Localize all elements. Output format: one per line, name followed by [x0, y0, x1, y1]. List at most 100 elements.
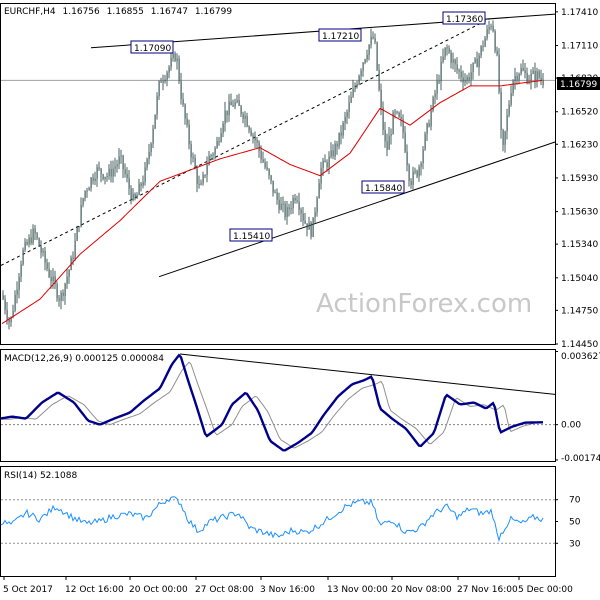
candle-body	[16, 289, 18, 295]
candle-body	[328, 156, 330, 168]
candle-body	[202, 174, 204, 184]
candle	[344, 111, 346, 131]
candle	[210, 153, 212, 161]
candle	[490, 23, 492, 31]
candle	[20, 260, 22, 282]
candle	[60, 290, 62, 310]
candle-body	[214, 148, 216, 155]
candle-body	[188, 124, 190, 145]
time-tick-label: 13 Nov 00:00	[327, 585, 388, 595]
candle	[284, 200, 286, 221]
time-tick-label: 5 Dec 00:00	[518, 585, 573, 595]
candle	[224, 101, 226, 132]
candle	[106, 172, 108, 182]
candle	[318, 178, 320, 199]
candle-body	[298, 201, 300, 210]
candle	[376, 41, 378, 71]
candle-body	[132, 193, 134, 201]
candle-body	[186, 118, 188, 125]
candle	[468, 72, 470, 84]
candle	[192, 152, 194, 163]
candle	[158, 80, 160, 100]
candle	[84, 190, 86, 202]
candle-body	[284, 203, 286, 217]
candle-body	[322, 160, 324, 169]
candle-body	[48, 268, 50, 277]
time-axis-ticks: 5 Oct 2017 12 Oct 16:00 20 Oct 00:00 27 Oct…	[3, 576, 573, 595]
candle	[422, 145, 424, 170]
candle	[236, 94, 238, 104]
candle	[48, 262, 50, 279]
candle-body	[112, 168, 114, 177]
candle	[268, 168, 270, 180]
candle	[240, 104, 242, 117]
candle-body	[82, 198, 84, 205]
candle	[58, 294, 60, 307]
candle-body	[32, 228, 34, 244]
candle-body	[540, 77, 542, 80]
candle-body	[478, 55, 480, 68]
candle	[484, 35, 486, 48]
candle-body	[412, 171, 414, 186]
time-tick-label: 12 Oct 16:00	[65, 585, 124, 595]
candle	[354, 82, 356, 93]
candle-body	[150, 143, 152, 152]
candle	[150, 142, 152, 157]
candle	[390, 128, 392, 145]
price-annotation: 1.17360	[442, 11, 486, 25]
candle	[218, 136, 220, 146]
candle	[30, 229, 32, 246]
candle-body	[470, 72, 472, 80]
candle-body	[370, 37, 372, 45]
candle	[72, 251, 74, 266]
candle	[46, 258, 48, 272]
candle-body	[200, 183, 202, 185]
candle-body	[520, 68, 522, 74]
candle	[162, 74, 164, 91]
candle-body	[240, 105, 242, 115]
candle-body	[44, 250, 46, 263]
candle-body	[144, 167, 146, 183]
candle	[282, 196, 284, 213]
candle	[98, 161, 100, 171]
candle	[404, 126, 406, 154]
candle-body	[534, 70, 536, 81]
candle-body	[156, 96, 158, 115]
candle-body	[364, 59, 366, 63]
candle	[522, 59, 524, 72]
price-annotation: 1.17210	[318, 28, 362, 42]
candle-body	[310, 222, 312, 237]
candle-body	[340, 132, 342, 136]
candle	[86, 187, 88, 198]
candle	[506, 108, 508, 140]
candle-body	[542, 79, 544, 86]
candle	[448, 45, 450, 54]
candle	[400, 109, 402, 127]
candle	[232, 99, 234, 107]
candle	[508, 100, 510, 118]
candle	[462, 70, 464, 91]
candle	[478, 52, 480, 76]
candle	[536, 67, 538, 88]
candle	[76, 225, 78, 242]
time-tick-label: 27 Oct 08:00	[195, 585, 254, 595]
candle-body	[456, 64, 458, 71]
candle	[26, 239, 28, 246]
candle-body	[204, 174, 206, 176]
candle-body	[78, 226, 80, 228]
candle	[256, 137, 258, 150]
candle	[22, 247, 24, 266]
price-annotation: 1.15410	[229, 228, 273, 242]
candle	[204, 174, 206, 179]
candle	[228, 94, 230, 122]
candle	[90, 176, 92, 192]
price-panel-title: EURCHF,H4 1.16756 1.16855 1.16747 1.1679…	[4, 7, 232, 17]
candle	[440, 56, 442, 91]
rsi-level-lines	[1, 499, 555, 544]
candle-body	[46, 262, 48, 269]
candle-body	[420, 163, 422, 167]
candle	[154, 114, 156, 130]
candle	[474, 57, 476, 64]
candle-body	[316, 198, 318, 213]
candle-body	[290, 208, 292, 210]
